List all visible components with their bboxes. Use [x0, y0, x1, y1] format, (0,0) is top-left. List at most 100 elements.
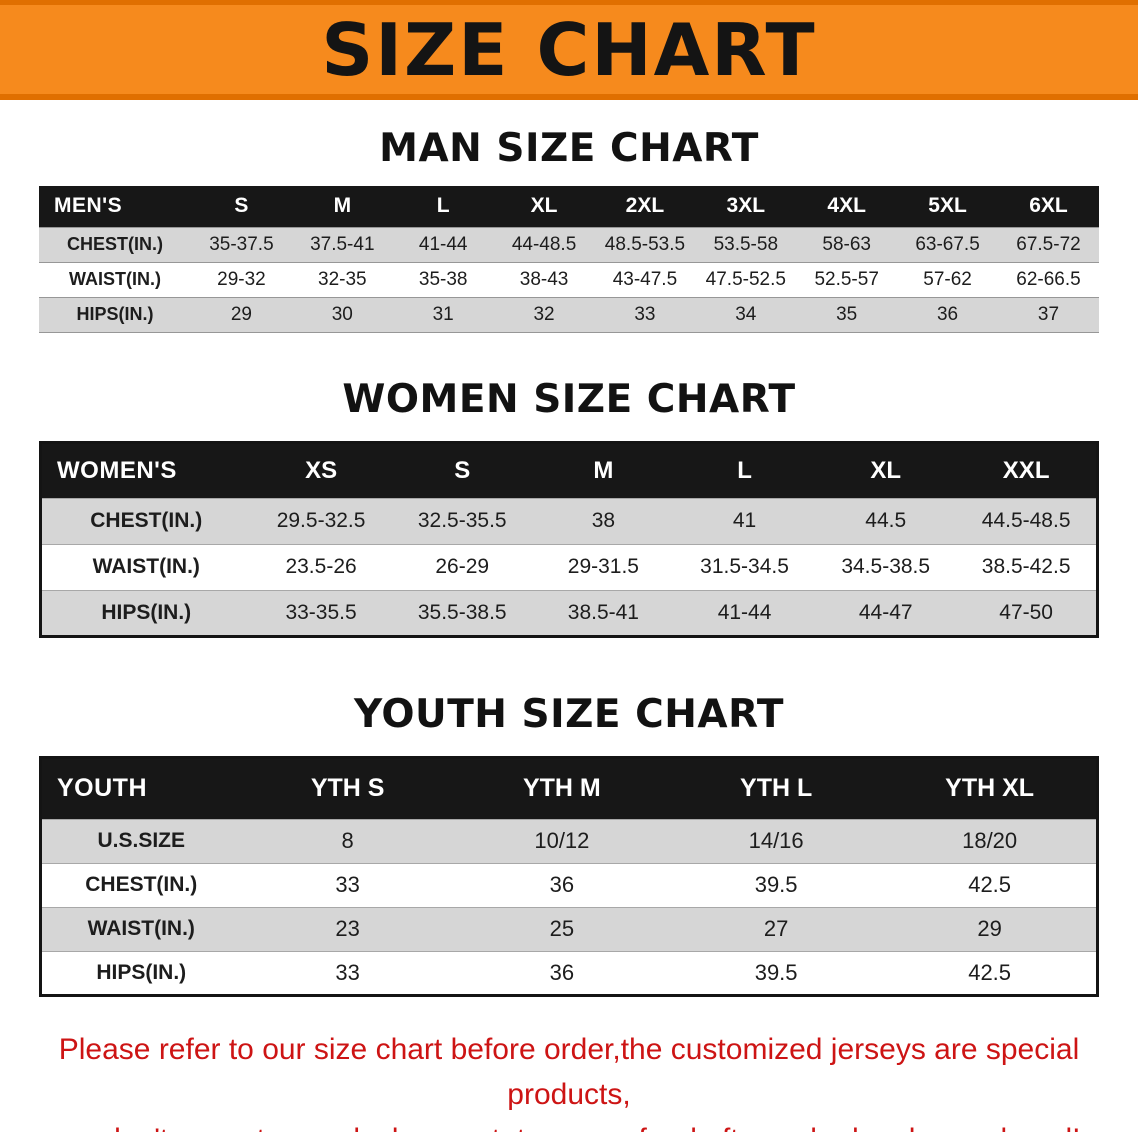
table-cell: 32.5-35.5: [417, 509, 507, 532]
table-cell: 35.5-38.5: [417, 600, 507, 624]
youth-col-m: YTH M: [522, 774, 601, 802]
table-cell: 33: [335, 872, 360, 897]
notice-line-2: we don't accept cancel, change, teturn o…: [0, 1117, 1138, 1132]
table-cell: 30: [331, 303, 353, 325]
table-cell: 35-38: [418, 268, 468, 290]
women-size-table: WOMEN'S XS S M L XL XXL CHEST(IN.) 29.5-…: [39, 440, 1099, 638]
men-table-header-row: MEN'S S M L XL 2XL 3XL 4XL 5XL 6XL: [39, 186, 1099, 227]
youth-table-header-row: YOUTH YTH S YTH M YTH L YTH XL: [40, 757, 1098, 819]
table-cell: 63-67.5: [915, 233, 980, 255]
women-waist-row: WAIST(IN.) 23.5-26 26-29 29-31.5 31.5-34…: [40, 544, 1098, 590]
men-size-section: MAN SIZE CHART MEN'S S M L XL 2XL 3XL 4X…: [0, 126, 1138, 333]
women-size-section: WOMEN SIZE CHART WOMEN'S XS S M L XL XXL…: [0, 377, 1138, 638]
table-cell: 44-48.5: [511, 233, 577, 255]
row-label-chest: CHEST(IN.): [85, 873, 198, 896]
table-cell: 32: [533, 303, 555, 325]
table-cell: 23: [335, 916, 360, 941]
youth-size-table: YOUTH YTH S YTH M YTH L YTH XL U.S.SIZE …: [39, 755, 1099, 997]
footer-notice: Please refer to our size chart before or…: [0, 1027, 1138, 1132]
table-cell: 41-44: [418, 233, 468, 255]
table-cell: 37.5-41: [310, 233, 375, 255]
youth-chest-row: CHEST(IN.) 33 36 39.5 42.5: [40, 863, 1098, 907]
youth-col-l: YTH L: [740, 774, 813, 802]
table-cell: 39.5: [754, 959, 798, 985]
men-table-corner-label: MEN'S: [54, 194, 123, 218]
table-cell: 52.5-57: [814, 268, 879, 290]
youth-ussize-row: U.S.SIZE 8 10/12 14/16 18/20: [40, 819, 1098, 863]
youth-size-section: YOUTH SIZE CHART YOUTH YTH S YTH M YTH L…: [0, 692, 1138, 997]
table-cell: 33-35.5: [285, 600, 357, 624]
table-cell: 25: [549, 916, 575, 941]
women-col-s: S: [454, 456, 471, 484]
youth-table-corner-label: YOUTH: [57, 774, 147, 802]
row-label-hips: HIPS(IN.): [101, 600, 192, 624]
table-cell: 31: [432, 303, 454, 325]
table-cell: 34.5-38.5: [841, 555, 931, 578]
row-label-waist: WAIST(IN.): [69, 269, 161, 289]
table-cell: 47.5-52.5: [705, 268, 786, 290]
men-col-4xl: 4XL: [827, 194, 866, 218]
table-cell: 35: [836, 303, 858, 325]
table-cell: 44-47: [858, 600, 913, 624]
table-cell: 37: [1037, 303, 1060, 325]
row-label-waist: WAIST(IN.): [87, 917, 195, 940]
table-cell: 38: [591, 509, 616, 532]
men-col-xl: XL: [530, 194, 558, 218]
youth-col-s: YTH S: [310, 774, 385, 802]
banner: SIZE CHART: [0, 0, 1138, 100]
men-col-m: M: [333, 194, 352, 218]
table-cell: 36: [549, 872, 575, 897]
row-label-chest: CHEST(IN.): [90, 509, 203, 532]
table-cell: 8: [341, 828, 354, 853]
women-section-heading: WOMEN SIZE CHART: [342, 376, 796, 422]
page-title: SIZE CHART: [321, 7, 817, 92]
women-col-xxl: XXL: [1002, 456, 1050, 484]
table-cell: 44.5: [865, 509, 907, 532]
table-cell: 29-32: [217, 268, 266, 290]
women-col-xs: XS: [305, 456, 338, 484]
men-chest-row: CHEST(IN.) 35-37.5 37.5-41 41-44 44-48.5…: [39, 227, 1099, 262]
men-hips-row: HIPS(IN.) 29 30 31 32 33 34 35 36 37: [39, 297, 1099, 332]
table-cell: 31.5-34.5: [700, 555, 789, 578]
table-cell: 29.5-32.5: [276, 509, 366, 532]
table-cell: 36: [936, 303, 959, 325]
table-cell: 38.5-41: [567, 600, 639, 624]
table-cell: 57-62: [923, 268, 972, 290]
row-label-chest: CHEST(IN.): [67, 234, 163, 254]
table-cell: 43-47.5: [612, 268, 678, 290]
table-cell: 48.5-53.5: [604, 233, 686, 255]
men-col-3xl: 3XL: [726, 194, 766, 218]
table-cell: 58-63: [822, 233, 871, 255]
women-col-m: M: [593, 456, 614, 484]
table-cell: 14/16: [748, 828, 804, 853]
women-hips-row: HIPS(IN.) 33-35.5 35.5-38.5 38.5-41 41-4…: [40, 590, 1098, 636]
table-cell: 26-29: [435, 555, 490, 578]
table-cell: 35-37.5: [209, 233, 274, 255]
youth-hips-row: HIPS(IN.) 33 36 39.5 42.5: [40, 951, 1098, 995]
table-cell: 44.5-48.5: [981, 509, 1071, 532]
table-cell: 67.5-72: [1016, 233, 1081, 255]
table-cell: 33: [335, 959, 360, 985]
table-cell: 53.5-58: [713, 233, 779, 255]
men-size-table: MEN'S S M L XL 2XL 3XL 4XL 5XL 6XL CHEST…: [39, 186, 1099, 333]
table-cell: 18/20: [962, 828, 1018, 853]
men-col-2xl: 2XL: [625, 194, 665, 218]
men-col-l: L: [436, 194, 450, 218]
table-cell: 32-35: [318, 268, 367, 290]
women-table-header-row: WOMEN'S XS S M L XL XXL: [40, 442, 1098, 498]
women-chest-row: CHEST(IN.) 29.5-32.5 32.5-35.5 38 41 44.…: [40, 498, 1098, 544]
row-label-ussize: U.S.SIZE: [97, 829, 186, 852]
table-cell: 42.5: [968, 872, 1012, 897]
men-section-heading: MAN SIZE CHART: [379, 126, 759, 171]
men-col-5xl: 5XL: [928, 194, 967, 218]
row-label-waist: WAIST(IN.): [92, 555, 200, 578]
men-col-6xl: 6XL: [1029, 194, 1068, 218]
table-cell: 29-31.5: [567, 555, 639, 578]
row-label-hips: HIPS(IN.): [76, 304, 154, 324]
women-col-xl: XL: [870, 456, 902, 484]
row-label-hips: HIPS(IN.): [96, 960, 187, 984]
table-cell: 33: [634, 303, 656, 325]
table-cell: 41-44: [717, 600, 772, 624]
youth-col-xl: YTH XL: [945, 774, 1035, 802]
